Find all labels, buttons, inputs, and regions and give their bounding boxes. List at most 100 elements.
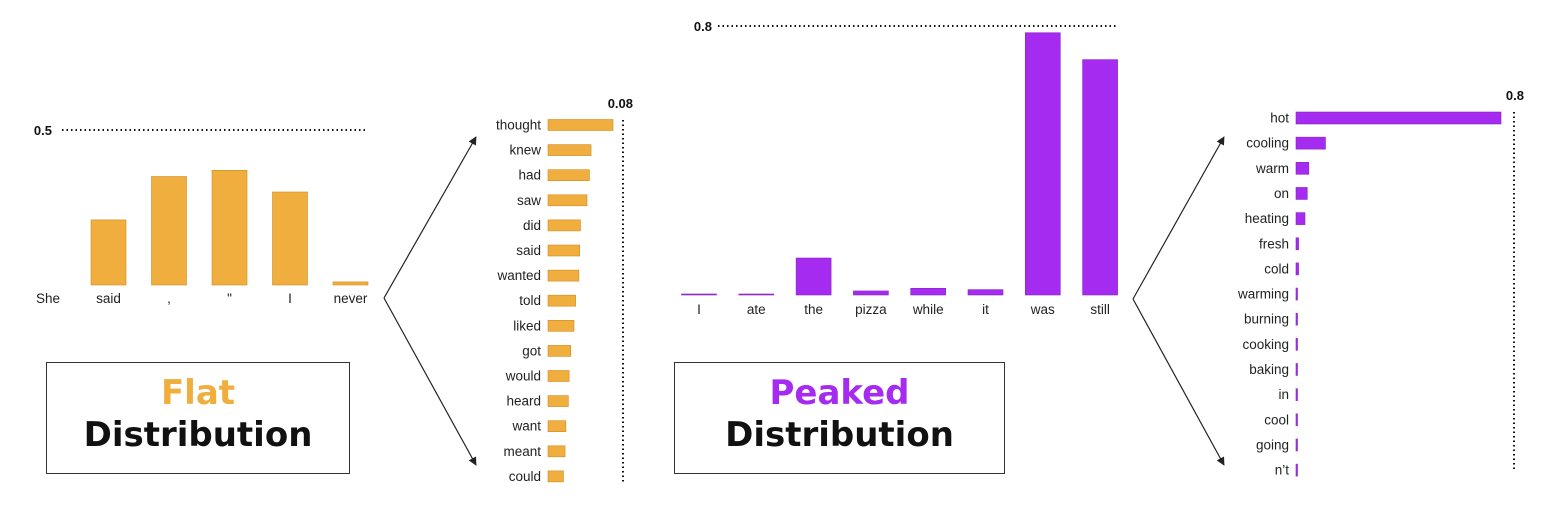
bar [1295, 237, 1299, 251]
bar [547, 420, 567, 433]
bar [547, 395, 569, 407]
bar [795, 257, 832, 296]
reference-line-label: 0.08 [608, 96, 633, 111]
reference-line-label: 0.8 [1506, 88, 1524, 103]
tick-label: meant [503, 444, 541, 459]
tick-label: said [516, 243, 541, 258]
bar [547, 144, 592, 156]
tick-label: n’t [1275, 463, 1290, 478]
tick-label: still [1090, 302, 1110, 317]
peaked-distribution-label-box: Peaked Distribution [674, 362, 1005, 474]
tick-label: on [1274, 186, 1289, 201]
tick-label: I [288, 291, 292, 306]
bar [547, 219, 581, 232]
flat-distribution-label-box: Flat Distribution [46, 362, 350, 474]
tick-label: She [36, 291, 60, 306]
tick-label: heard [506, 394, 541, 409]
bar [1295, 338, 1298, 351]
tick-label: " [227, 291, 232, 306]
tick-label: ate [747, 302, 766, 317]
tick-label: it [982, 302, 989, 317]
bar [1295, 162, 1310, 175]
tick-label: pizza [855, 302, 887, 317]
tick-label: heating [1245, 211, 1289, 226]
tick-label: while [912, 302, 944, 317]
tick-label: baking [1249, 362, 1289, 377]
bar [547, 370, 570, 382]
arrow-down-peaked [1132, 298, 1225, 466]
bar [1295, 413, 1298, 427]
bar [910, 287, 947, 296]
bar [1295, 388, 1298, 401]
bar [681, 293, 717, 296]
bar [547, 119, 614, 131]
tick-label: in [1278, 387, 1289, 402]
bar [1295, 438, 1298, 452]
bar [547, 194, 588, 207]
tick-label: fresh [1259, 236, 1289, 251]
tick-label: thought [496, 118, 541, 133]
arrow-up-flat [383, 136, 477, 299]
tick-label: the [804, 302, 823, 317]
bar [547, 269, 580, 282]
bar [1295, 187, 1308, 200]
tick-label: warming [1237, 287, 1289, 302]
bar [1025, 32, 1061, 296]
peaked-context-chart: 0.8 I ate the pizza while it was still [681, 19, 1118, 317]
bar [1295, 363, 1298, 376]
tick-label: knew [509, 143, 541, 158]
distribution-word-peaked: Distribution [725, 415, 954, 455]
tick-label: saw [517, 193, 541, 208]
tick-label: said [96, 291, 121, 306]
bar [1082, 59, 1118, 296]
zoom-arrows [383, 136, 1225, 466]
tick-label: want [511, 419, 541, 434]
reference-line-label: 0.8 [694, 19, 712, 34]
tick-label: got [522, 343, 541, 358]
tick-label: wanted [496, 268, 541, 283]
bar [151, 176, 187, 286]
arrow-down-flat [383, 297, 477, 466]
tick-label: cool [1264, 412, 1289, 427]
bar [1295, 463, 1298, 477]
flat-next-word-chart: 0.08 thought knew had saw did said wanted told li… [496, 96, 633, 484]
bar [211, 170, 248, 286]
tick-label: hot [1270, 111, 1289, 126]
tick-label: told [519, 293, 541, 308]
tick-label: going [1256, 437, 1289, 452]
bar [967, 289, 1004, 296]
bar [547, 470, 564, 483]
bar [90, 219, 127, 286]
tick-label: could [509, 469, 541, 484]
bar [1295, 111, 1502, 125]
tick-label: cooking [1242, 337, 1289, 352]
bar [1295, 287, 1298, 301]
bar [547, 244, 580, 257]
tick-label: was [1030, 302, 1055, 317]
tick-label: cold [1264, 261, 1289, 276]
distribution-word-flat: Distribution [83, 415, 313, 455]
tick-label: cooling [1246, 136, 1289, 151]
tick-label: liked [513, 318, 541, 333]
bar [853, 290, 889, 296]
bar [547, 319, 575, 332]
tick-label: never [334, 291, 368, 306]
peaked-next-word-chart: 0.8 hot cooling warm on heating fresh cold warmi… [1237, 88, 1524, 478]
bar [272, 191, 308, 286]
reference-line-label: 0.5 [34, 123, 52, 138]
bar [547, 294, 576, 307]
tick-label: , [167, 291, 171, 306]
peaked-word: Peaked [769, 373, 910, 413]
bar [332, 281, 369, 286]
bar [738, 293, 775, 296]
flat-word: Flat [160, 373, 236, 413]
tick-label: would [505, 369, 541, 384]
bar [547, 445, 566, 458]
bar [1295, 212, 1306, 225]
bar [1295, 136, 1326, 150]
tick-label: burning [1244, 312, 1289, 327]
tick-label: warm [1255, 161, 1289, 176]
arrow-up-peaked [1132, 136, 1225, 300]
